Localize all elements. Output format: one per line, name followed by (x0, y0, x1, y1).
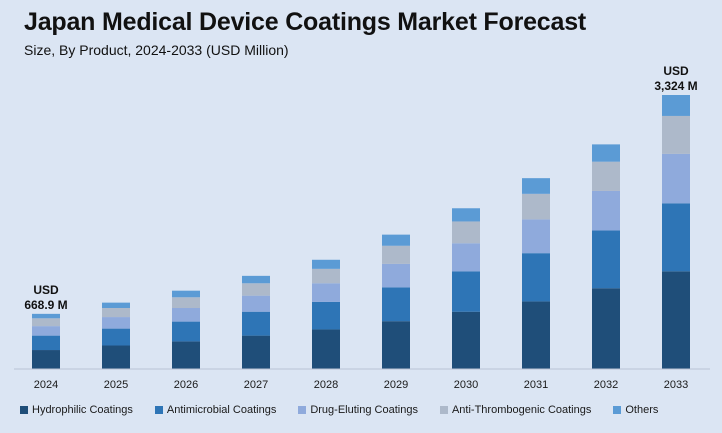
bar-segment-2033-anti-thrombogenic-coatings (662, 115, 690, 154)
chart-title: Japan Medical Device Coatings Market For… (24, 8, 587, 36)
x-tick-label: 2032 (594, 379, 618, 391)
bar-segment-2025-antimicrobial-coatings (102, 328, 130, 346)
bar-segment-2024-anti-thrombogenic-coatings (32, 318, 60, 327)
value-annotation: USD (33, 283, 59, 297)
legend-label: Others (625, 404, 659, 416)
bar-segment-2027-others (242, 275, 270, 284)
x-tick-labels: 2024 2025 2026 2027 2028 2029 2030 2031 2032 2033 (34, 379, 688, 391)
bar-segment-2032-anti-thrombogenic-coatings (592, 161, 620, 191)
legend-swatch (154, 406, 163, 414)
value-annotation: 3,324 M (654, 79, 697, 93)
x-tick-label: 2029 (384, 379, 408, 391)
bar-segment-2026-anti-thrombogenic-coatings (172, 297, 200, 309)
bar-segment-2032-drug-eluting-coatings (592, 190, 620, 231)
bar-segment-2032-antimicrobial-coatings (592, 230, 620, 289)
legend-label: Anti-Thrombogenic Coatings (451, 404, 592, 416)
bar-segment-2033-antimicrobial-coatings (662, 203, 690, 272)
legend-swatch (439, 406, 448, 414)
bar-segment-2033-hydrophilic-coatings (662, 271, 690, 369)
legend-swatch (20, 406, 28, 414)
bar-segment-2032-hydrophilic-coatings (592, 288, 620, 369)
x-tick-label: 2025 (104, 379, 128, 391)
bar-segment-2028-antimicrobial-coatings (312, 301, 340, 330)
bar-segment-2025-hydrophilic-coatings (102, 345, 130, 369)
bar-segment-2031-antimicrobial-coatings (522, 253, 550, 302)
legend-swatch (613, 406, 622, 414)
bar-segment-2030-hydrophilic-coatings (452, 311, 480, 369)
x-tick-label: 2033 (664, 379, 688, 391)
value-annotation: 668.9 M (24, 298, 67, 312)
bar-segment-2033-others (662, 95, 690, 116)
bar-segment-2029-anti-thrombogenic-coatings (382, 245, 410, 264)
bar-segment-2025-drug-eluting-coatings (102, 317, 130, 329)
bar-segment-2033-drug-eluting-coatings (662, 153, 690, 204)
bar-segment-2026-others (172, 290, 200, 298)
bar-segment-2030-antimicrobial-coatings (452, 271, 480, 312)
legend-swatch (298, 406, 307, 414)
x-tick-label: 2027 (244, 379, 268, 391)
legend-item: Others (613, 404, 658, 416)
bar-segment-2028-others (312, 259, 340, 269)
legend-item: Antimicrobial Coatings (154, 404, 277, 416)
x-tick-label: 2030 (454, 379, 478, 391)
bar-segment-2024-hydrophilic-coatings (32, 350, 60, 369)
chart-subtitle: Size, By Product, 2024-2033 (USD Million… (24, 42, 289, 58)
bar-segment-2029-hydrophilic-coatings (382, 321, 410, 369)
bar-segment-2032-others (592, 144, 620, 162)
bar-segment-2030-anti-thrombogenic-coatings (452, 221, 480, 244)
legend-item: Anti-Thrombogenic Coatings (439, 404, 592, 416)
bar-segment-2031-anti-thrombogenic-coatings (522, 193, 550, 220)
bars-group (32, 95, 690, 369)
bar-segment-2024-antimicrobial-coatings (32, 335, 60, 351)
bar-segment-2027-hydrophilic-coatings (242, 335, 270, 369)
bar-segment-2027-drug-eluting-coatings (242, 295, 270, 312)
x-tick-label: 2024 (34, 379, 58, 391)
bar-segment-2027-antimicrobial-coatings (242, 311, 270, 336)
value-annotation: USD (663, 64, 689, 78)
bar-segment-2028-drug-eluting-coatings (312, 283, 340, 302)
bar-segment-2024-others (32, 313, 60, 319)
bar-segment-2024-drug-eluting-coatings (32, 326, 60, 336)
bar-segment-2031-hydrophilic-coatings (522, 301, 550, 369)
legend-item: Drug-Eluting Coatings (298, 404, 418, 416)
legend-item: Hydrophilic Coatings (20, 404, 133, 416)
legend-label: Antimicrobial Coatings (166, 404, 277, 416)
bar-segment-2031-others (522, 178, 550, 194)
bar-segment-2030-others (452, 208, 480, 222)
bar-segment-2026-drug-eluting-coatings (172, 308, 200, 322)
x-tick-label: 2026 (174, 379, 198, 391)
bar-segment-2027-anti-thrombogenic-coatings (242, 283, 270, 296)
legend-label: Hydrophilic Coatings (32, 404, 133, 416)
bar-segment-2028-hydrophilic-coatings (312, 329, 340, 369)
bar-segment-2025-anti-thrombogenic-coatings (102, 308, 130, 318)
bar-segment-2031-drug-eluting-coatings (522, 219, 550, 254)
bar-segment-2025-others (102, 302, 130, 308)
bar-segment-2029-antimicrobial-coatings (382, 287, 410, 322)
bar-segment-2026-antimicrobial-coatings (172, 321, 200, 342)
bar-segment-2028-anti-thrombogenic-coatings (312, 268, 340, 284)
x-tick-label: 2031 (524, 379, 548, 391)
bar-segment-2026-hydrophilic-coatings (172, 341, 200, 369)
bar-segment-2029-drug-eluting-coatings (382, 263, 410, 288)
legend-label: Drug-Eluting Coatings (310, 404, 418, 416)
bar-segment-2030-drug-eluting-coatings (452, 243, 480, 272)
legend: Hydrophilic Coatings Antimicrobial Coatin… (20, 404, 680, 416)
x-tick-label: 2028 (314, 379, 338, 391)
bar-segment-2029-others (382, 234, 410, 246)
